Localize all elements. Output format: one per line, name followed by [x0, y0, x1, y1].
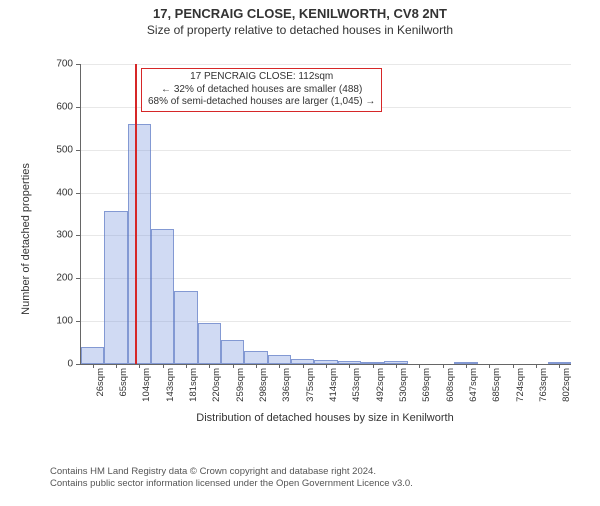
x-tickmark [186, 364, 187, 368]
x-tick-label: 453sqm [351, 368, 362, 402]
y-tickmark [76, 107, 81, 108]
histogram-bar [244, 351, 267, 364]
gridline [81, 193, 571, 194]
x-tickmark [489, 364, 490, 368]
x-tick-label: 492sqm [375, 368, 386, 402]
histogram-bar [104, 211, 127, 364]
x-tickmark [443, 364, 444, 368]
y-tickmark [76, 193, 81, 194]
x-tickmark [373, 364, 374, 368]
annotation-line2: ← 32% of detached houses are smaller (48… [148, 84, 375, 97]
page-subtitle: Size of property relative to detached ho… [0, 23, 600, 37]
histogram-bar [174, 291, 197, 364]
x-tickmark [559, 364, 560, 368]
chart-container: Number of detached properties 0100200300… [50, 54, 580, 424]
x-tick-label: 608sqm [445, 368, 456, 402]
y-tick-label: 200 [56, 273, 73, 284]
x-tickmark [466, 364, 467, 368]
annotation-box: 17 PENCRAIG CLOSE: 112sqm ← 32% of detac… [141, 68, 382, 112]
x-tick-label: 26sqm [95, 368, 106, 397]
histogram-bar [268, 355, 291, 364]
x-tickmark [303, 364, 304, 368]
y-tickmark [76, 321, 81, 322]
x-tickmark [93, 364, 94, 368]
y-tick-label: 0 [67, 359, 73, 370]
annotation-line1: 17 PENCRAIG CLOSE: 112sqm [148, 71, 375, 84]
x-tick-label: 763sqm [538, 368, 549, 402]
x-tick-label: 259sqm [235, 368, 246, 402]
page-title: 17, PENCRAIG CLOSE, KENILWORTH, CV8 2NT [0, 6, 600, 21]
attribution: Contains HM Land Registry data © Crown c… [50, 466, 413, 490]
x-tickmark [536, 364, 537, 368]
plot-area: 010020030040050060070026sqm65sqm104sqm14… [80, 64, 571, 365]
annotation-line3: 68% of semi-detached houses are larger (… [148, 96, 375, 109]
x-tick-label: 724sqm [515, 368, 526, 402]
attribution-line2: Contains public sector information licen… [50, 478, 413, 490]
x-tick-label: 685sqm [491, 368, 502, 402]
x-tick-label: 298sqm [258, 368, 269, 402]
x-tick-label: 647sqm [468, 368, 479, 402]
y-tickmark [76, 278, 81, 279]
x-tick-label: 104sqm [141, 368, 152, 402]
y-tickmark [76, 235, 81, 236]
y-tick-label: 300 [56, 230, 73, 241]
histogram-bar [151, 229, 174, 364]
histogram-bar [128, 124, 151, 364]
x-axis-label: Distribution of detached houses by size … [80, 412, 570, 424]
x-tickmark [279, 364, 280, 368]
x-tick-label: 530sqm [398, 368, 409, 402]
y-tickmark [76, 64, 81, 65]
y-tick-label: 500 [56, 144, 73, 155]
x-tickmark [233, 364, 234, 368]
y-tick-label: 400 [56, 187, 73, 198]
x-tick-label: 802sqm [561, 368, 572, 402]
x-tick-label: 143sqm [165, 368, 176, 402]
gridline [81, 64, 571, 65]
x-tick-label: 181sqm [188, 368, 199, 402]
x-tickmark [326, 364, 327, 368]
y-axis-label: Number of detached properties [20, 163, 32, 315]
x-tickmark [419, 364, 420, 368]
y-tick-label: 700 [56, 59, 73, 70]
gridline [81, 150, 571, 151]
x-tickmark [116, 364, 117, 368]
histogram-bar [221, 340, 244, 364]
x-tickmark [139, 364, 140, 368]
x-tick-label: 569sqm [421, 368, 432, 402]
x-tick-label: 65sqm [118, 368, 129, 397]
x-tickmark [163, 364, 164, 368]
y-tickmark [76, 150, 81, 151]
x-tick-label: 336sqm [281, 368, 292, 402]
x-tickmark [209, 364, 210, 368]
y-tick-label: 100 [56, 316, 73, 327]
x-tickmark [256, 364, 257, 368]
x-tickmark [396, 364, 397, 368]
histogram-bar [81, 347, 104, 364]
y-tickmark [76, 364, 81, 365]
attribution-line1: Contains HM Land Registry data © Crown c… [50, 466, 413, 478]
property-marker-line [135, 64, 137, 364]
histogram-bar [198, 323, 221, 364]
x-tick-label: 220sqm [211, 368, 222, 402]
x-tick-label: 375sqm [305, 368, 316, 402]
x-tickmark [349, 364, 350, 368]
x-tickmark [513, 364, 514, 368]
y-tick-label: 600 [56, 101, 73, 112]
x-tick-label: 414sqm [328, 368, 339, 402]
